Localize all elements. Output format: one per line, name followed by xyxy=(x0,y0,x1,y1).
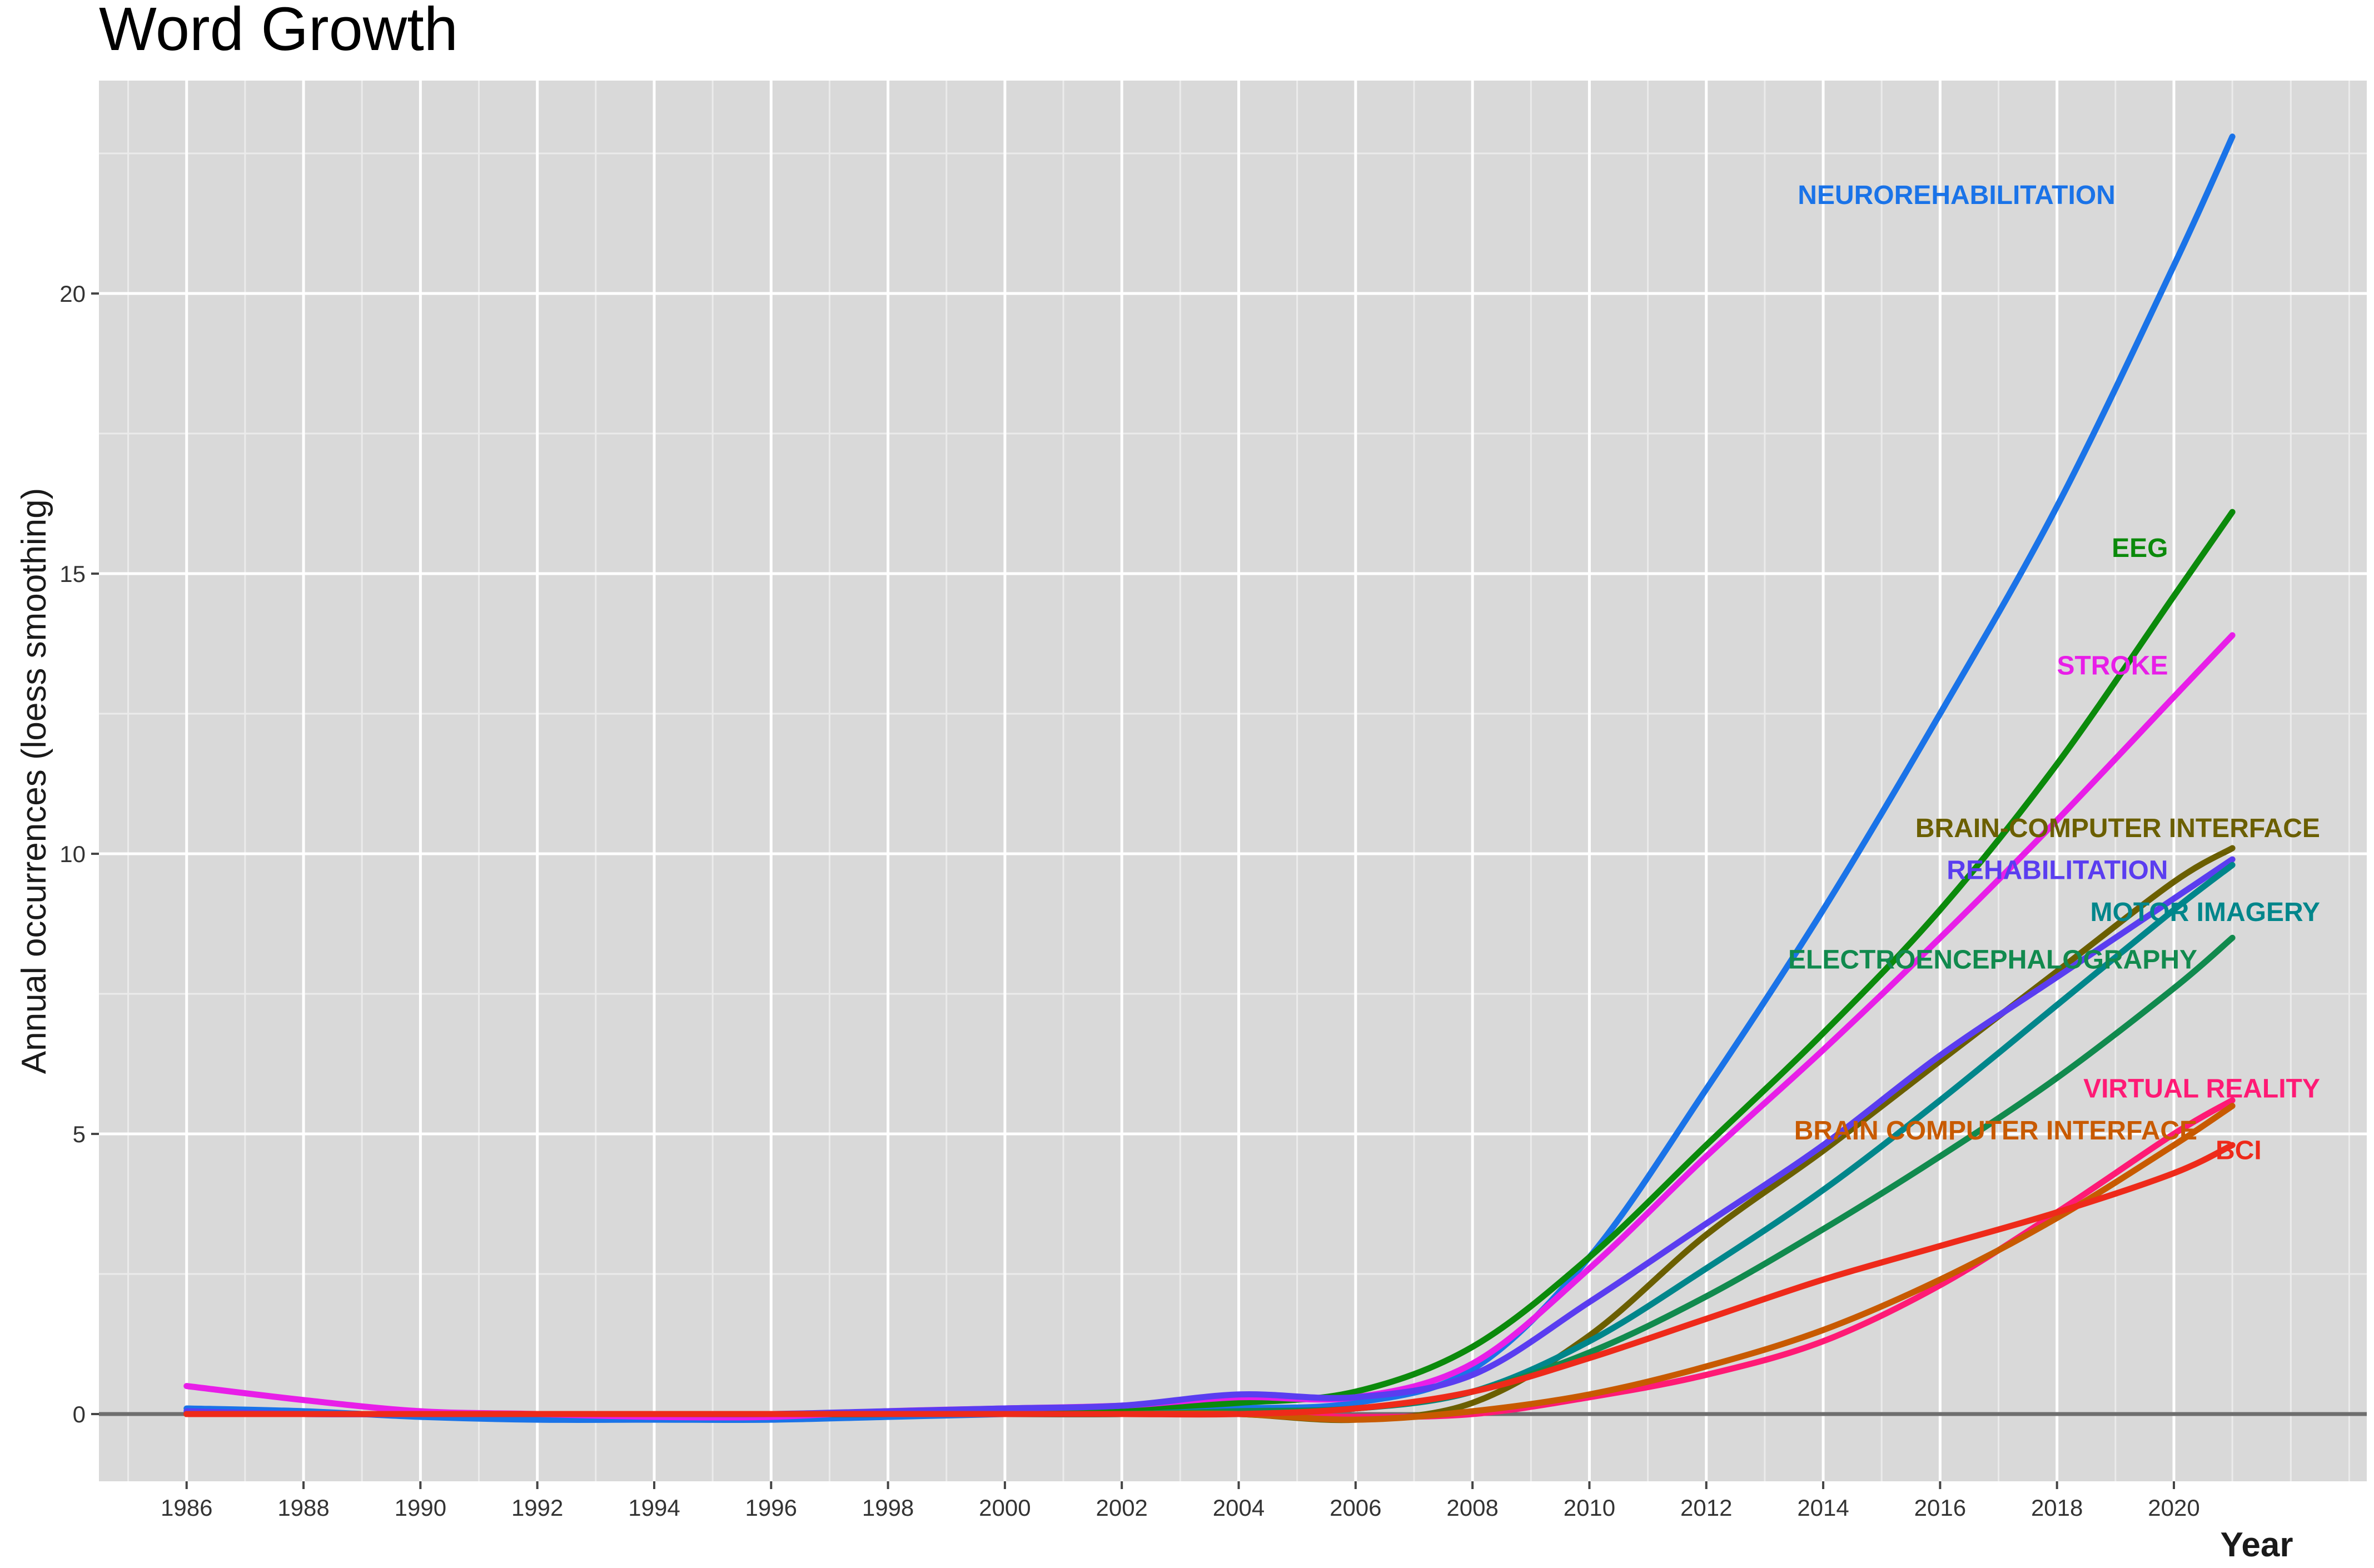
series-label-neurorehabilitation: NEUROREHABILITATION xyxy=(1798,181,2116,210)
y-axis-title: Annual occurrences (loess smoothing) xyxy=(15,488,53,1074)
x-tick-label: 1990 xyxy=(395,1495,446,1521)
x-tick-label: 2012 xyxy=(1680,1495,1732,1521)
plot-panel xyxy=(99,81,2367,1481)
series-label-rehabilitation: REHABILITATION xyxy=(1947,855,2168,885)
x-axis-title: Year xyxy=(2220,1526,2293,1564)
x-tick-label: 1994 xyxy=(628,1495,680,1521)
series-labels: NEUROREHABILITATION EEG STROKE BRAIN-COMPUT… xyxy=(1788,181,2320,1166)
series-label-motor-imagery: MOTOR IMAGERY xyxy=(2091,898,2320,927)
series-label-virtual-reality: VIRTUAL REALITY xyxy=(2083,1074,2320,1104)
x-tick-label: 1998 xyxy=(862,1495,914,1521)
y-axis-ticks: 0 5 10 15 20 xyxy=(59,281,99,1427)
series-label-electroencephalography: ELECTROENCEPHALOGRAPHY xyxy=(1788,945,2197,975)
series-line-bci xyxy=(183,1142,2236,1418)
series-lines xyxy=(183,133,2236,1423)
series-line-neurorehabilitation xyxy=(183,133,2236,1423)
minor-gridlines xyxy=(99,81,2367,1481)
y-tick-label: 15 xyxy=(59,561,86,587)
x-tick-label: 1996 xyxy=(745,1495,797,1521)
x-tick-label: 2020 xyxy=(2148,1495,2199,1521)
x-tick-label: 2004 xyxy=(1213,1495,1265,1521)
x-tick-label: 2016 xyxy=(1914,1495,1966,1521)
series-label-eeg: EEG xyxy=(2112,534,2168,563)
x-tick-label: 2002 xyxy=(1096,1495,1147,1521)
x-axis-ticks: 1986 1988 1990 1992 1994 1996 1998 2000 2002 2004… xyxy=(161,1481,2200,1521)
x-tick-label: 2008 xyxy=(1446,1495,1498,1521)
chart-title: Word Growth xyxy=(99,0,458,63)
series-label-brain-computer-interface: BRAIN-COMPUTER INTERFACE xyxy=(1915,814,2320,843)
x-tick-label: 2014 xyxy=(1797,1495,1849,1521)
y-tick-label: 20 xyxy=(59,281,86,307)
x-tick-label: 2010 xyxy=(1564,1495,1615,1521)
x-tick-label: 1988 xyxy=(277,1495,329,1521)
y-tick-label: 5 xyxy=(73,1121,86,1147)
series-label-stroke: STROKE xyxy=(2057,651,2168,680)
series-label-bci: BCI xyxy=(2216,1136,2262,1165)
series-label-brain-computer-interface: BRAIN COMPUTER INTERFACE xyxy=(1794,1116,2197,1146)
x-tick-label: 1992 xyxy=(511,1495,563,1521)
x-tick-label: 2000 xyxy=(979,1495,1031,1521)
x-tick-label: 1986 xyxy=(161,1495,212,1521)
x-tick-label: 2018 xyxy=(2031,1495,2083,1521)
x-tick-label: 2006 xyxy=(1330,1495,1381,1521)
y-tick-label: 10 xyxy=(59,841,86,867)
y-tick-label: 0 xyxy=(73,1401,86,1427)
